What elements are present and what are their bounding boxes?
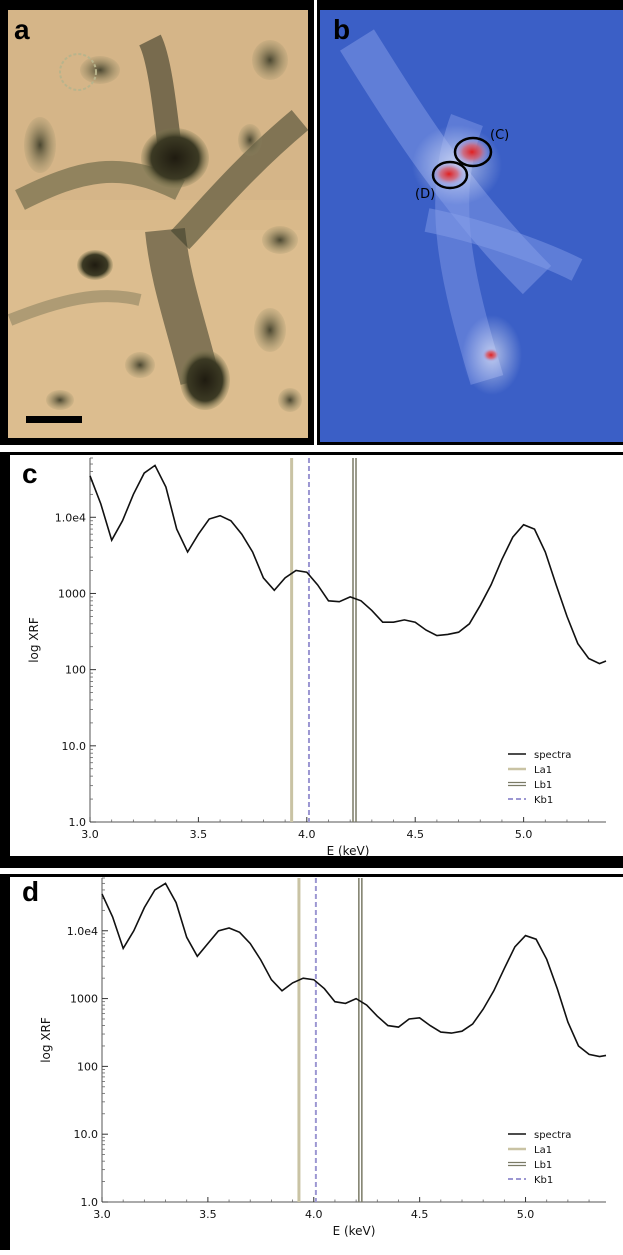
spectrum-chart-d: 1.0 10.0 100 1000 1.0e4 3.0 3.5 4.0 4.5 5.0 E (keV… — [10, 877, 623, 1250]
x-tick-label: 5.0 — [517, 1208, 535, 1221]
x-tick-label: 4.5 — [406, 828, 424, 841]
legend-label: Lb1 — [534, 1160, 552, 1171]
legend-label: spectra — [534, 1130, 571, 1141]
micrograph-panel: a — [0, 0, 314, 445]
spectrum-panel-c: 1.0 10.0 100 1000 1.0e4 3.0 3.5 4.0 4.5 5.0 E (keV… — [0, 452, 623, 868]
legend-label: La1 — [534, 1145, 552, 1156]
panel-label-a: a — [14, 14, 30, 45]
y-tick-label: 1.0e4 — [55, 511, 86, 524]
y-axis-label: log XRF — [27, 617, 41, 663]
legend-label: La1 — [534, 765, 552, 776]
region-marker — [59, 53, 97, 91]
region-d-label: (D) — [415, 187, 435, 202]
y-tick-label: 1000 — [70, 993, 98, 1006]
panel-label-c: c — [22, 458, 38, 489]
spectrum-chart-c: 1.0 10.0 100 1000 1.0e4 3.0 3.5 4.0 4.5 5.0 E (keV… — [10, 455, 623, 858]
x-tick-label: 4.5 — [411, 1208, 429, 1221]
y-tick-label: 1.0 — [81, 1196, 99, 1209]
region-c-circle — [453, 136, 493, 168]
legend-label: spectra — [534, 750, 571, 761]
panel-label-b: b — [333, 14, 351, 45]
x-tick-label: 4.0 — [298, 828, 316, 841]
y-tick-label: 10.0 — [74, 1128, 99, 1141]
y-tick-label: 1.0 — [69, 816, 87, 829]
xrf-map-image: (C) (D) — [320, 10, 623, 442]
y-tick-label: 100 — [77, 1060, 98, 1073]
y-tick-label: 100 — [65, 664, 86, 677]
plot-background — [10, 455, 623, 856]
x-tick-label: 4.0 — [305, 1208, 323, 1221]
y-axis-label: log XRF — [39, 1017, 53, 1063]
legend-label: Kb1 — [534, 795, 553, 806]
legend-label: Kb1 — [534, 1175, 553, 1186]
scale-bar — [26, 416, 82, 423]
x-tick-label: 3.0 — [81, 828, 99, 841]
x-tick-label: 3.5 — [199, 1208, 217, 1221]
x-axis-label: E (keV) — [333, 1224, 376, 1238]
x-tick-label: 3.0 — [93, 1208, 111, 1221]
spectrum-panel-d: 1.0 10.0 100 1000 1.0e4 3.0 3.5 4.0 4.5 5.0 E (keV… — [0, 874, 623, 1250]
micrograph-image — [7, 10, 309, 438]
x-tick-label: 5.0 — [515, 828, 533, 841]
y-tick-label: 10.0 — [62, 740, 87, 753]
x-axis-label: E (keV) — [327, 844, 370, 858]
y-tick-label: 1.0e4 — [67, 925, 98, 938]
region-c-label: (C) — [490, 128, 509, 143]
panel-label-d: d — [22, 876, 40, 907]
x-tick-label: 3.5 — [190, 828, 208, 841]
region-d-circle — [431, 160, 469, 190]
y-tick-label: 1000 — [58, 587, 86, 600]
spectra-line — [89, 464, 607, 665]
xrf-map-panel: (C) (D) b — [317, 0, 623, 445]
spectra-line — [101, 882, 607, 1058]
legend-label: Lb1 — [534, 780, 552, 791]
